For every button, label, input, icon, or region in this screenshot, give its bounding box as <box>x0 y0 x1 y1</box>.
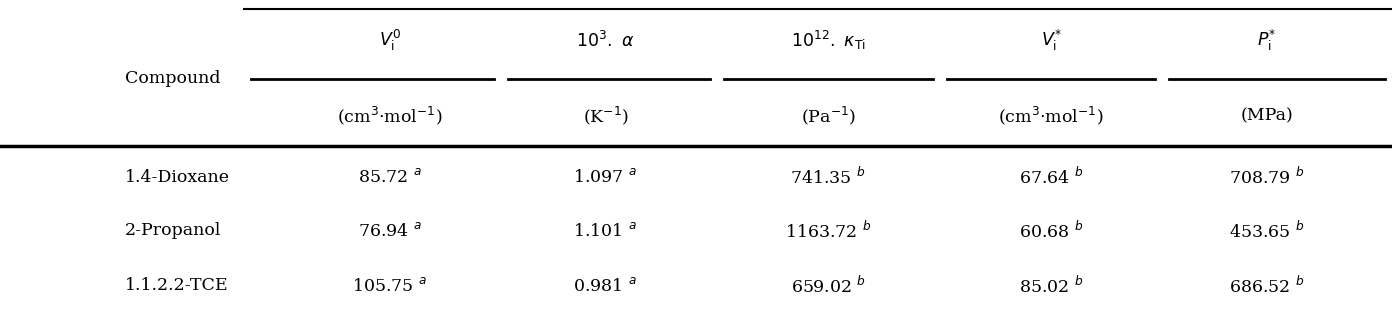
Text: (Pa$^{-1}$): (Pa$^{-1}$) <box>800 105 856 127</box>
Text: (MPa): (MPa) <box>1240 108 1293 125</box>
Text: 85.02 $^{b}$: 85.02 $^{b}$ <box>1019 275 1083 296</box>
Text: 686.52 $^{b}$: 686.52 $^{b}$ <box>1229 275 1304 296</box>
Text: 85.72 $^{a}$: 85.72 $^{a}$ <box>358 168 422 187</box>
Text: 2-Propanol: 2-Propanol <box>125 222 221 239</box>
Text: 453.65 $^{b}$: 453.65 $^{b}$ <box>1229 220 1304 241</box>
Text: Compound: Compound <box>125 70 221 87</box>
Text: $10^{12}.\ \kappa_{\mathrm{Ti}}$: $10^{12}.\ \kappa_{\mathrm{Ti}}$ <box>791 29 866 52</box>
Text: 0.981 $^{a}$: 0.981 $^{a}$ <box>574 277 638 295</box>
Text: 1.4-Dioxane: 1.4-Dioxane <box>125 169 230 186</box>
Text: (K$^{-1}$): (K$^{-1}$) <box>583 105 628 127</box>
Text: 1.1.2.2-TCE: 1.1.2.2-TCE <box>125 277 228 294</box>
Text: 60.68 $^{b}$: 60.68 $^{b}$ <box>1019 220 1083 241</box>
Text: $V_\mathrm{i}^{*}$: $V_\mathrm{i}^{*}$ <box>1041 28 1061 53</box>
Text: (cm$^{3}$$\cdot$mol$^{-1}$): (cm$^{3}$$\cdot$mol$^{-1}$) <box>337 105 443 127</box>
Text: $10^{3}.\ \alpha$: $10^{3}.\ \alpha$ <box>576 31 635 51</box>
Text: 76.94 $^{a}$: 76.94 $^{a}$ <box>358 222 422 240</box>
Text: 659.02 $^{b}$: 659.02 $^{b}$ <box>791 275 866 296</box>
Text: 105.75 $^{a}$: 105.75 $^{a}$ <box>352 277 427 295</box>
Text: (cm$^{3}$$\cdot$mol$^{-1}$): (cm$^{3}$$\cdot$mol$^{-1}$) <box>998 105 1104 127</box>
Text: 741.35 $^{b}$: 741.35 $^{b}$ <box>791 167 866 188</box>
Text: 1163.72 $^{b}$: 1163.72 $^{b}$ <box>785 220 871 241</box>
Text: 67.64 $^{b}$: 67.64 $^{b}$ <box>1019 167 1083 188</box>
Text: $P_\mathrm{i}^{*}$: $P_\mathrm{i}^{*}$ <box>1257 28 1276 53</box>
Text: $V_\mathrm{i}^{0}$: $V_\mathrm{i}^{0}$ <box>379 28 401 53</box>
Text: 708.79 $^{b}$: 708.79 $^{b}$ <box>1229 167 1304 188</box>
Text: 1.097 $^{a}$: 1.097 $^{a}$ <box>574 168 638 187</box>
Text: 1.101 $^{a}$: 1.101 $^{a}$ <box>574 222 638 240</box>
